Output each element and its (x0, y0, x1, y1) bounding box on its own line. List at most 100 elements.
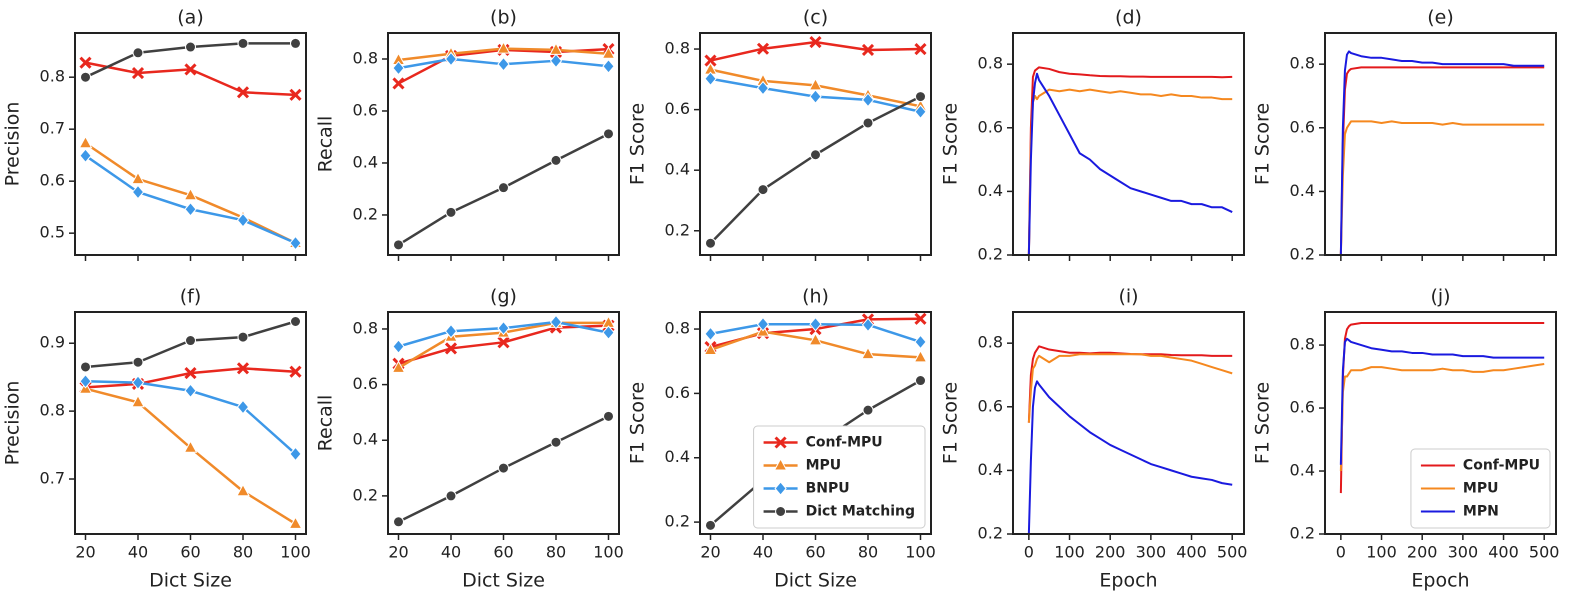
marker (236, 86, 250, 99)
x-tick-label: 300 (1136, 543, 1167, 562)
y-tick-label: 0.4 (353, 430, 378, 449)
marker (184, 63, 197, 76)
x-tick-label: 500 (1217, 543, 1248, 562)
axes-frame (699, 32, 932, 256)
x-tick-label: 20 (388, 543, 408, 562)
marker (184, 383, 197, 399)
marker (808, 332, 823, 346)
y-tick-label: 0.2 (978, 524, 1003, 543)
marker (79, 56, 92, 69)
x-tick-label: 20 (700, 543, 720, 562)
panel: (b) Recall 0.2 0.4 0.6 0.8 (315, 7, 620, 261)
series-line (1027, 72, 1233, 256)
marker (131, 375, 145, 390)
marker (131, 66, 145, 80)
marker (237, 331, 249, 343)
marker (704, 326, 717, 342)
legend-label: MPN (1463, 504, 1499, 520)
marker (289, 446, 302, 462)
axes-frame (387, 311, 620, 535)
marker (79, 71, 92, 83)
y-tick-label: 0.9 (40, 333, 65, 352)
marker (774, 436, 787, 449)
marker (756, 316, 770, 332)
series-line (709, 95, 922, 245)
panel-title: (i) (1118, 286, 1138, 308)
y-tick-label: 0.6 (978, 396, 1003, 415)
x-axis-label: Dict Size (774, 570, 857, 592)
panel: (i) F1 Score Epoch 0.2 0.4 0.6 0.8 0 100 200 300 40… (940, 286, 1248, 592)
marker (914, 312, 927, 325)
panel-title: (f) (180, 286, 202, 308)
axes-frame (1324, 311, 1557, 535)
legend-box (753, 425, 926, 529)
marker (602, 58, 615, 74)
marker (914, 91, 927, 103)
y-tick-label: 0.8 (978, 333, 1003, 352)
marker (602, 325, 615, 340)
marker (861, 346, 875, 360)
marker (497, 56, 510, 72)
axes-frame (699, 311, 932, 535)
legend-label: Conf-MPU (1463, 458, 1540, 474)
x-tick-label: 100 (280, 543, 311, 562)
marker (392, 516, 405, 528)
y-axis-label: Recall (315, 395, 337, 452)
x-tick-label: 100 (1366, 543, 1397, 562)
marker (775, 506, 787, 517)
y-tick-label: 0.4 (665, 447, 690, 466)
y-tick-label: 0.8 (353, 318, 378, 337)
panel: (f) Precision Dict Size 0.7 0.8 0.9 20 40 60 80 10… (2, 286, 311, 592)
marker (914, 375, 927, 386)
marker (79, 361, 92, 373)
x-tick-label: 400 (1488, 543, 1519, 562)
x-tick-label: 500 (1529, 543, 1560, 562)
marker (497, 336, 510, 349)
x-tick-label: 80 (233, 543, 253, 562)
panel: (h) F1 Score Dict Size 0.2 0.4 0.6 0.8 20 40 60 80… (627, 286, 936, 592)
legend: Conf-MPU MPU BNPU Dict Matching (753, 425, 926, 529)
y-axis-label: F1 Score (940, 103, 962, 185)
marker (809, 89, 822, 104)
marker (289, 316, 302, 327)
marker (704, 519, 717, 531)
panel: (j) F1 Score Epoch 0.2 0.4 0.6 0.8 0 100 200 300 40… (1252, 286, 1560, 592)
series-line (1339, 120, 1545, 256)
axes-frame (74, 32, 307, 256)
marker (704, 71, 717, 87)
marker (774, 481, 787, 496)
series-line (1339, 50, 1545, 256)
axes-frame (387, 32, 620, 256)
marker (184, 335, 197, 346)
marker (237, 37, 249, 49)
series-line (710, 40, 921, 62)
marker (131, 171, 145, 185)
x-tick-label: 80 (546, 543, 566, 562)
marker (79, 373, 92, 389)
panel-title: (g) (490, 286, 517, 308)
series-line (85, 387, 297, 525)
x-tick-label: 100 (1054, 543, 1085, 562)
y-tick-label: 0.6 (353, 100, 378, 119)
marker (914, 42, 927, 56)
marker (809, 316, 822, 332)
x-tick-label: 80 (858, 543, 878, 562)
marker (756, 80, 770, 96)
y-tick-label: 0.5 (40, 223, 65, 242)
panel-title: (e) (1427, 7, 1454, 29)
y-axis-label: F1 Score (940, 382, 962, 464)
marker (131, 184, 145, 200)
legend-label: MPU (1463, 481, 1499, 497)
marker (913, 349, 928, 363)
marker (497, 462, 510, 474)
marker (757, 184, 769, 196)
panel: (a) Precision 0.5 0.6 0.7 0.8 (2, 7, 307, 261)
x-tick-label: 300 (1448, 543, 1479, 562)
y-tick-label: 0.6 (665, 99, 690, 118)
y-tick-label: 0.7 (40, 119, 65, 138)
x-tick-label: 60 (180, 543, 200, 562)
y-tick-label: 0.6 (1290, 117, 1315, 136)
x-axis-label: Dict Size (149, 570, 232, 592)
marker (601, 46, 616, 59)
